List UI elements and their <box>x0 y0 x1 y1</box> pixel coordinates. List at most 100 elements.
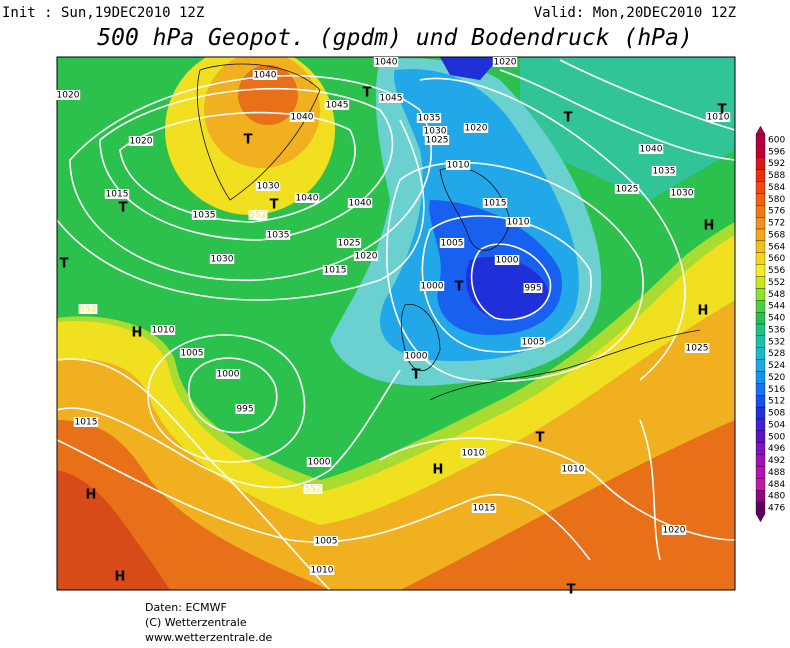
isobar-label: 1020 <box>130 137 153 147</box>
isobar-label: 1020 <box>465 124 488 134</box>
isobar-label: 1025 <box>426 136 449 146</box>
label-box <box>128 136 154 146</box>
colorbar-label: 596 <box>768 147 785 157</box>
isobar-label: 1040 <box>296 194 319 204</box>
label-box <box>661 525 687 535</box>
isobar-label: 552 <box>304 485 321 495</box>
isobar-label: 1035 <box>267 231 290 241</box>
colorbar-swatch <box>755 311 766 325</box>
label-box <box>614 184 640 194</box>
isobar-label: 1025 <box>338 239 361 249</box>
isobar-label: 995 <box>524 284 541 294</box>
isobar-label: 1010 <box>507 218 530 228</box>
colorbar-swatch <box>755 240 766 253</box>
colorbar-swatch <box>755 300 766 313</box>
colorbar-swatch <box>755 418 766 431</box>
map-labels: 1040 1020 1040 1020 1045 1045 1040 1020 1035 1030… <box>55 57 731 598</box>
colorbar-swatch <box>755 205 766 218</box>
label-box <box>424 135 450 145</box>
isobar-label: 1000 <box>496 256 519 266</box>
label-box <box>248 210 268 220</box>
colorbar-swatch <box>755 276 766 289</box>
isobar-label: 1035 <box>418 114 441 124</box>
isobar-label: 995 <box>236 405 253 415</box>
colorbar-label: 504 <box>768 420 785 430</box>
pressure-center: H <box>433 463 444 478</box>
pressure-center: T <box>412 368 421 383</box>
isobar-label: 1025 <box>686 344 709 354</box>
isobar-label: 1000 <box>217 370 240 380</box>
pressure-center: H <box>86 488 97 503</box>
colorbar-swatch <box>755 395 766 408</box>
isobar-label: 1010 <box>447 161 470 171</box>
colorbar-label: 564 <box>768 242 785 252</box>
colorbar-swatch <box>755 466 766 479</box>
colorbar-label: 524 <box>768 361 785 371</box>
colorbar-swatch <box>755 169 766 182</box>
colorbar-swatch <box>755 490 766 503</box>
pressure-center: T <box>60 257 69 272</box>
colorbar-label: 480 <box>768 492 785 502</box>
isobar-label: 1010 <box>311 566 334 576</box>
valid-time: Valid: Mon,20DEC2010 12Z <box>534 5 736 21</box>
label-box <box>684 343 710 353</box>
isobar-label: 1000 <box>308 458 331 468</box>
colorbar-label: 488 <box>768 468 785 478</box>
footer-line: (C) Wetterzentrale <box>145 616 247 629</box>
isobar-label: 1040 <box>254 71 277 81</box>
colorbar-swatch <box>755 252 766 265</box>
isobar-label: 1030 <box>424 127 447 137</box>
isobar-label: 1045 <box>326 101 349 111</box>
label-box <box>705 112 731 122</box>
colorbar-swatch <box>755 145 766 158</box>
label-box <box>651 166 677 176</box>
colorbar-label: 560 <box>768 254 785 264</box>
colorbar-label: 544 <box>768 302 785 312</box>
label-box <box>179 348 205 358</box>
label-box <box>309 565 335 575</box>
colorbar-swatch <box>755 359 766 372</box>
label-box <box>638 144 664 154</box>
label-box <box>494 255 520 265</box>
label-box <box>422 126 448 136</box>
pressure-center: T <box>536 431 545 446</box>
label-box <box>336 238 362 248</box>
colorbar-cap <box>755 125 766 135</box>
colorbar-swatch <box>755 454 766 467</box>
label-box <box>303 484 323 494</box>
colorbar-swatch <box>755 347 766 360</box>
isobar-label: 1040 <box>375 58 398 68</box>
isobar-label: 1020 <box>663 526 686 536</box>
footer-line: www.wetterzentrale.de <box>145 631 273 644</box>
label-box <box>378 93 404 103</box>
colorbar-swatch <box>755 157 766 170</box>
colorbar-label: 532 <box>768 337 785 347</box>
colorbar-label: 600 <box>768 136 785 146</box>
isobar-label: 552 <box>249 211 266 221</box>
label-box <box>191 210 217 220</box>
label-box <box>439 238 465 248</box>
label-box <box>560 464 586 474</box>
label-box <box>55 90 81 100</box>
colorbar-label: 556 <box>768 266 785 276</box>
colorbar-label: 548 <box>768 290 785 300</box>
pressure-center: H <box>132 326 143 341</box>
label-box <box>419 281 445 291</box>
colorbar-swatch <box>755 264 766 277</box>
isobar-label: 1040 <box>291 113 314 123</box>
isobar-label: 1035 <box>193 211 216 221</box>
colorbar-cap <box>755 513 766 523</box>
colorbar-label: 572 <box>768 219 785 229</box>
colorbar-swatch <box>755 406 766 420</box>
colorbar-label: 520 <box>768 373 785 383</box>
colorbar-label: 516 <box>768 385 785 395</box>
colorbar-label: 496 <box>768 444 785 454</box>
isobar-label: 1015 <box>106 190 129 200</box>
isobar-label: 1005 <box>181 349 204 359</box>
label-box <box>471 503 497 513</box>
colorbar-label: 580 <box>768 195 785 205</box>
colorbar-label: 540 <box>768 314 785 324</box>
footer-line: Daten: ECMWF <box>145 601 227 614</box>
pressure-center: T <box>567 583 576 598</box>
